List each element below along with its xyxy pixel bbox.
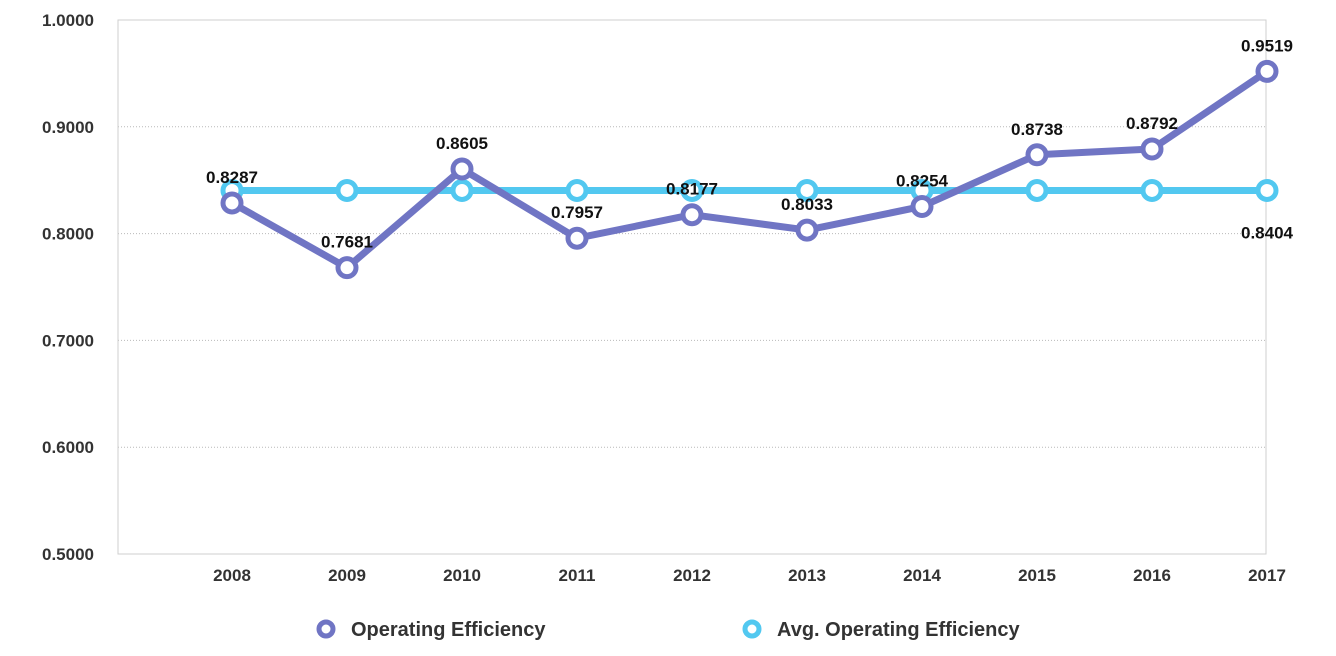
x-tick-label: 2017 <box>1248 566 1286 585</box>
legend-marker <box>316 619 336 639</box>
y-tick-label: 0.9000 <box>42 118 94 137</box>
data-point[interactable] <box>565 226 589 250</box>
x-tick-label: 2013 <box>788 566 826 585</box>
legend: Operating Efficiency Avg. Operating Effic… <box>316 619 1021 641</box>
data-labels: 0.8287 0.7681 0.8605 0.7957 0.8177 0.8033 0.82… <box>206 36 1294 251</box>
data-label: 0.8792 <box>1126 114 1178 133</box>
data-label: 0.8404 <box>1241 223 1294 242</box>
data-label: 0.8033 <box>781 195 833 214</box>
y-axis-ticks: 0.5000 0.6000 0.7000 0.8000 0.9000 1.0000 <box>42 11 94 564</box>
data-label: 0.9519 <box>1241 36 1293 55</box>
x-tick-label: 2016 <box>1133 566 1171 585</box>
x-axis-ticks: 2008 2009 2010 2011 2012 2013 2014 2015 2016 2017 <box>213 566 1286 585</box>
y-tick-label: 1.0000 <box>42 11 94 30</box>
plot-frame <box>117 19 1267 555</box>
data-point[interactable] <box>220 191 244 215</box>
x-tick-label: 2010 <box>443 566 481 585</box>
data-point[interactable] <box>450 178 474 202</box>
data-point[interactable] <box>910 194 934 218</box>
y-tick-label: 0.7000 <box>42 331 94 350</box>
data-label: 0.8287 <box>206 168 258 187</box>
series-avg-operating-efficiency <box>220 178 1279 202</box>
x-tick-label: 2012 <box>673 566 711 585</box>
legend-item[interactable]: Avg. Operating Efficiency <box>742 619 1021 641</box>
data-point[interactable] <box>1025 143 1049 167</box>
series-operating-efficiency <box>220 59 1279 280</box>
x-tick-label: 2014 <box>903 566 941 585</box>
legend-marker <box>742 619 762 639</box>
y-tick-label: 0.6000 <box>42 438 94 457</box>
y-tick-label: 0.5000 <box>42 545 94 564</box>
legend-item[interactable]: Operating Efficiency <box>316 619 546 641</box>
legend-label: Operating Efficiency <box>351 619 546 641</box>
x-tick-label: 2009 <box>328 566 366 585</box>
data-point[interactable] <box>1140 178 1164 202</box>
data-point[interactable] <box>1255 59 1279 83</box>
x-tick-label: 2011 <box>559 566 596 585</box>
y-tick-label: 0.8000 <box>42 225 94 244</box>
data-point[interactable] <box>450 157 474 181</box>
data-point[interactable] <box>335 178 359 202</box>
data-point[interactable] <box>680 203 704 227</box>
data-label: 0.8605 <box>436 134 488 153</box>
data-point[interactable] <box>565 178 589 202</box>
series-line <box>228 67 1271 272</box>
data-point[interactable] <box>1255 178 1279 202</box>
x-tick-label: 2015 <box>1018 566 1056 585</box>
series <box>220 59 1279 280</box>
data-point[interactable] <box>680 178 704 202</box>
data-point[interactable] <box>1025 178 1049 202</box>
data-label: 0.8177 <box>666 180 718 199</box>
x-tick-label: 2008 <box>213 566 251 585</box>
data-label: 0.7681 <box>321 233 373 252</box>
data-label: 0.7957 <box>551 203 603 222</box>
data-label: 0.8254 <box>896 171 949 190</box>
legend-label: Avg. Operating Efficiency <box>777 619 1021 641</box>
data-point[interactable] <box>795 218 819 242</box>
gridlines <box>118 126 1266 448</box>
data-point[interactable] <box>795 178 819 202</box>
data-point[interactable] <box>335 256 359 280</box>
data-label: 0.8738 <box>1011 120 1063 139</box>
data-point[interactable] <box>1140 137 1164 161</box>
